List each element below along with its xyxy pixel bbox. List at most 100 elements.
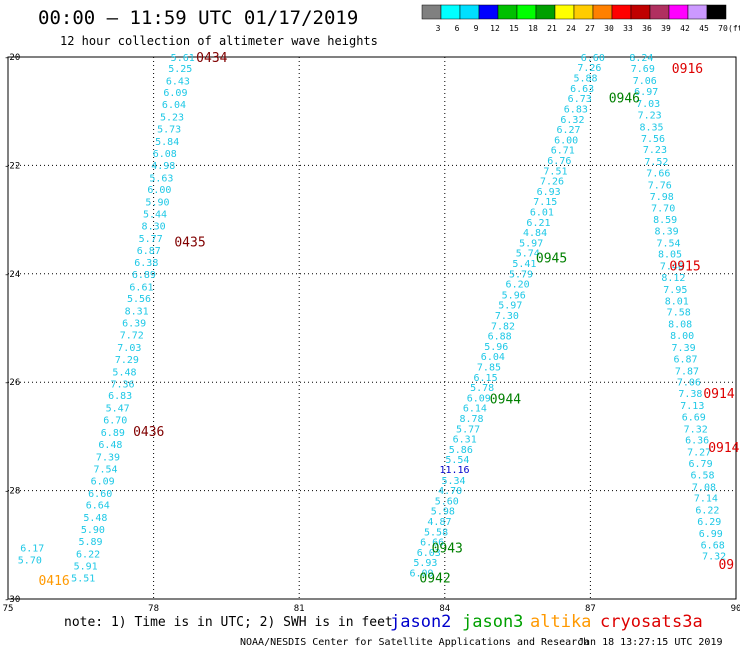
chart-subtitle: 12 hour collection of altimeter wave hei… bbox=[60, 34, 378, 48]
scale-label: 39 bbox=[661, 24, 671, 33]
data-point: 5.41 bbox=[512, 259, 536, 270]
data-point: 6.99 bbox=[699, 529, 723, 540]
data-point: 5.47 bbox=[106, 404, 130, 415]
scale-label: 9 bbox=[474, 24, 479, 33]
scale-label: 30 bbox=[604, 24, 614, 33]
plot-area bbox=[7, 56, 737, 600]
data-point: 7.13 bbox=[680, 401, 704, 412]
data-point: 6.89 bbox=[132, 270, 156, 281]
data-point: 7.66 bbox=[646, 168, 670, 179]
data-point: 6.08 bbox=[153, 149, 177, 160]
data-point: 6.68 bbox=[701, 540, 725, 551]
y-tick-label: -22 bbox=[4, 161, 20, 171]
time-annotation: 0416 bbox=[38, 574, 69, 589]
data-point: 7.36 bbox=[110, 379, 134, 390]
data-point: 7.72 bbox=[120, 331, 144, 342]
scale-swatch bbox=[516, 4, 537, 20]
data-point: 5.63 bbox=[149, 173, 173, 184]
data-point: 5.96 bbox=[484, 342, 508, 353]
data-point: 6.71 bbox=[551, 146, 575, 157]
data-point: 6.69 bbox=[682, 412, 706, 423]
x-tick-label: 84 bbox=[439, 604, 450, 614]
data-points: 5.615.256.436.096.045.235.735.846.084.98… bbox=[18, 53, 726, 584]
x-tick-label: 78 bbox=[148, 604, 159, 614]
data-point: 6.01 bbox=[530, 207, 554, 218]
data-point: 6.61 bbox=[129, 282, 153, 293]
data-point: 7.39 bbox=[96, 452, 120, 463]
data-point: 7.23 bbox=[638, 110, 662, 121]
data-point: 6.60 bbox=[581, 53, 605, 64]
data-point: 7.82 bbox=[491, 321, 515, 332]
data-point: 7.51 bbox=[543, 166, 567, 177]
data-point: 6.09 bbox=[409, 568, 433, 579]
data-point: 7.30 bbox=[495, 311, 519, 322]
data-point: 7.38 bbox=[678, 389, 702, 400]
data-point: 4.98 bbox=[151, 161, 175, 172]
scale-swatch bbox=[630, 4, 651, 20]
data-point: 6.58 bbox=[690, 470, 714, 481]
scale-swatch bbox=[478, 4, 499, 20]
data-point: 7.54 bbox=[94, 464, 118, 475]
data-point: 6.00 bbox=[554, 135, 578, 146]
data-point: 5.34 bbox=[441, 476, 465, 487]
time-annotation: 0945 bbox=[536, 252, 567, 267]
data-point: 6.36 bbox=[685, 436, 709, 447]
time-annotation: 0944 bbox=[490, 392, 521, 407]
data-point: 5.23 bbox=[160, 113, 184, 124]
scale-label: 27 bbox=[585, 24, 595, 33]
scale-swatch bbox=[649, 4, 670, 20]
scale-swatch bbox=[440, 4, 461, 20]
data-point: 5.96 bbox=[502, 290, 526, 301]
time-annotations: 0434 0435 0436 0416 0946 0945 0944 0943 0942 0916… bbox=[38, 51, 739, 589]
data-point: 8.35 bbox=[640, 122, 664, 133]
data-point: 5.84 bbox=[155, 137, 179, 148]
data-point: 7.03 bbox=[636, 99, 660, 110]
data-point: 6.15 bbox=[474, 373, 498, 384]
data-point: 7.54 bbox=[656, 238, 680, 249]
data-point: 5.25 bbox=[168, 64, 192, 75]
data-point: 7.14 bbox=[694, 494, 718, 505]
data-point: 5.48 bbox=[112, 367, 136, 378]
data-point: 7.29 bbox=[115, 355, 139, 366]
data-point: 8.12 bbox=[661, 273, 685, 284]
scale-swatch bbox=[611, 4, 632, 20]
data-point: 6.63 bbox=[570, 84, 594, 95]
time-annotation: 0943 bbox=[432, 542, 463, 557]
data-point: 8.00 bbox=[670, 331, 694, 342]
scale-label: 12 bbox=[490, 24, 500, 33]
data-point: 6.09 bbox=[91, 476, 115, 487]
data-point: 6.70 bbox=[103, 416, 127, 427]
scale-swatch bbox=[421, 4, 442, 20]
data-point: 6.00 bbox=[147, 185, 171, 196]
scale-swatch bbox=[687, 4, 708, 20]
time-annotation: 0942 bbox=[419, 571, 450, 586]
y-tick-label: -20 bbox=[4, 53, 20, 63]
time-annotation: 0914 bbox=[703, 387, 734, 402]
scale-unit: (ft) bbox=[728, 24, 740, 33]
time-annotation: 0914 bbox=[708, 441, 739, 456]
data-point: 6.87 bbox=[137, 246, 161, 257]
legend-entry-jason2: jason2 bbox=[390, 612, 451, 632]
data-point: 5.89 bbox=[78, 537, 102, 548]
data-point: 6.14 bbox=[463, 404, 487, 415]
footer-timestamp: Jan 18 13:27:15 UTC 2019 bbox=[578, 637, 723, 648]
time-annotation: 0436 bbox=[133, 425, 164, 440]
data-point: 8.39 bbox=[655, 226, 679, 237]
data-point: 7.27 bbox=[687, 448, 711, 459]
scale-swatch bbox=[592, 4, 613, 20]
scale-label: 36 bbox=[642, 24, 652, 33]
data-point: 5.51 bbox=[71, 573, 95, 584]
scale-swatch bbox=[706, 4, 727, 20]
time-annotation: 0915 bbox=[669, 260, 700, 275]
legend-entry-jason3: jason3 bbox=[462, 612, 523, 632]
data-point: 11.16 bbox=[439, 465, 469, 476]
scale-label: 15 bbox=[509, 24, 519, 33]
grid bbox=[8, 57, 736, 599]
scale-label: 70 bbox=[718, 24, 728, 33]
footer-credit: NOAA/NESDIS Center for Satellite Applica… bbox=[240, 637, 589, 648]
data-point: 6.48 bbox=[98, 440, 122, 451]
data-point: 8.30 bbox=[142, 222, 166, 233]
data-point: 5.61 bbox=[171, 53, 195, 64]
data-point: 6.04 bbox=[162, 100, 186, 111]
data-point: 6.21 bbox=[526, 218, 550, 229]
